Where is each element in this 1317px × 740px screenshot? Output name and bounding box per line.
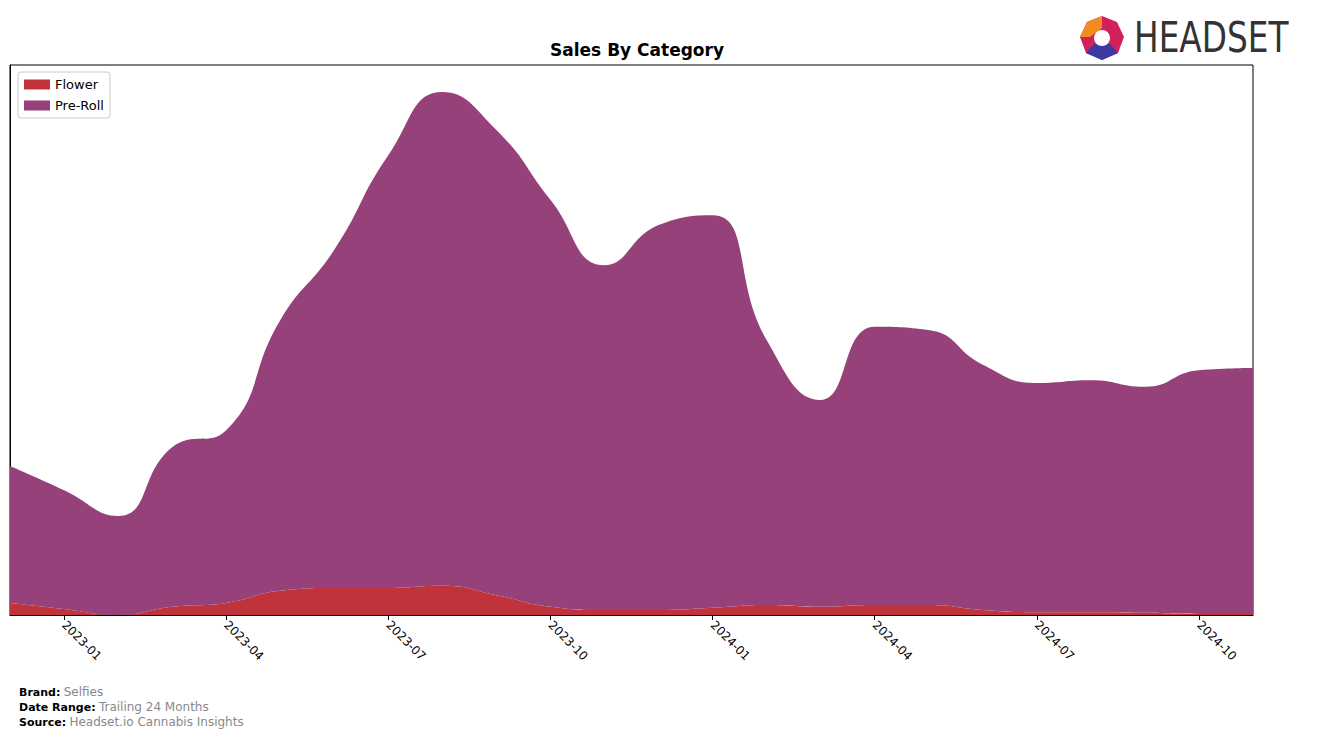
svg-text:2023-04: 2023-04 xyxy=(221,618,266,663)
svg-text:HEADSET: HEADSET xyxy=(1134,12,1289,61)
svg-text:Selfies: Selfies xyxy=(64,685,104,699)
svg-text:Source:: Source: xyxy=(19,716,66,729)
svg-text:2024-10: 2024-10 xyxy=(1194,618,1239,663)
svg-text:Sales By Category: Sales By Category xyxy=(550,40,724,60)
svg-text:2023-10: 2023-10 xyxy=(545,618,590,663)
svg-text:Date Range:: Date Range: xyxy=(19,701,96,714)
svg-text:Flower: Flower xyxy=(55,77,99,92)
svg-text:2024-07: 2024-07 xyxy=(1032,618,1077,663)
svg-text:Headset.io Cannabis Insights: Headset.io Cannabis Insights xyxy=(69,715,243,729)
svg-text:2023-01: 2023-01 xyxy=(59,618,104,663)
svg-text:2024-04: 2024-04 xyxy=(870,618,915,663)
svg-text:Brand:: Brand: xyxy=(19,686,60,699)
svg-text:Trailing 24 Months: Trailing 24 Months xyxy=(98,700,209,714)
svg-text:2023-07: 2023-07 xyxy=(383,618,428,663)
svg-text:2024-01: 2024-01 xyxy=(708,618,753,663)
svg-text:Pre-Roll: Pre-Roll xyxy=(55,98,104,113)
